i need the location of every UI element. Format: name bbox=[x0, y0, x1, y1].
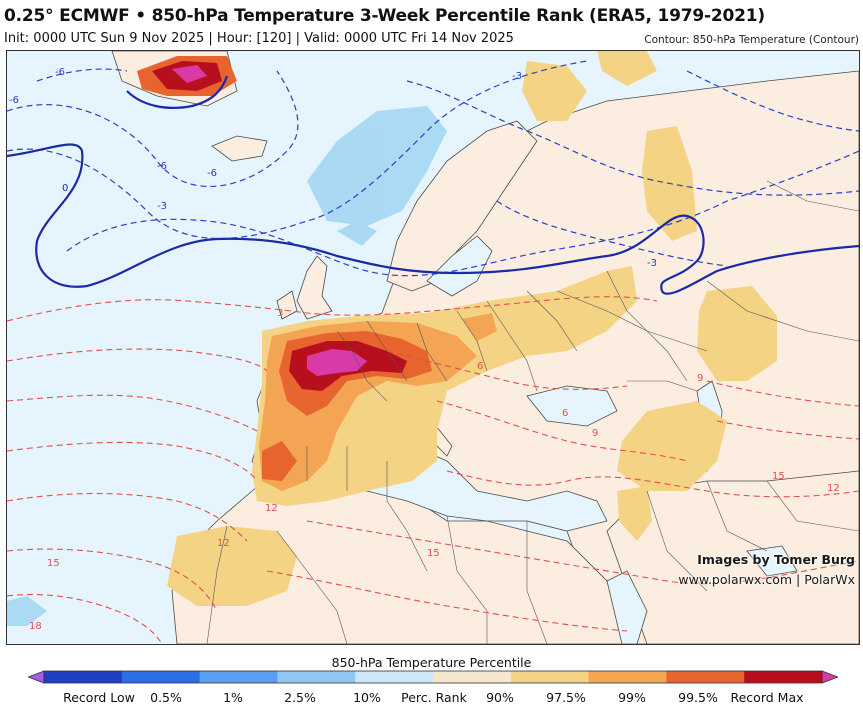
contour-label-item: -6 bbox=[55, 67, 65, 78]
legend-label: 99% bbox=[618, 690, 646, 705]
baltic-sea bbox=[426, 235, 493, 297]
contour-label-item: 6 bbox=[477, 361, 483, 372]
map-panel: -6 -6 -6 -3 -3 0 -6 -3 3 6 12 12 15 15 1… bbox=[6, 50, 860, 645]
country-borders bbox=[206, 180, 859, 644]
legend-label: Perc. Rank bbox=[401, 690, 467, 705]
legend-segment bbox=[744, 671, 823, 683]
legend-label: 97.5% bbox=[546, 690, 586, 705]
zero-contour-greenland bbox=[126, 75, 229, 109]
contour-label-item: 3 bbox=[277, 308, 283, 319]
contour-label-item: 12 bbox=[217, 538, 230, 549]
contour-label-item: 15 bbox=[47, 558, 60, 569]
contour-label-item: 15 bbox=[772, 471, 785, 482]
legend-label: 2.5% bbox=[284, 690, 316, 705]
contour-label-item: -3 bbox=[512, 71, 522, 82]
contour-label-group: -6 -6 -6 -3 -3 0 -6 -3 3 6 12 12 15 15 1… bbox=[9, 67, 840, 632]
chart-title: 0.25° ECMWF • 850-hPa Temperature 3-Week… bbox=[4, 6, 765, 26]
legend-segment bbox=[44, 671, 123, 683]
shading-cold bbox=[7, 106, 447, 626]
author-credit: Images by Tomer Burg bbox=[697, 552, 855, 567]
legend-segment bbox=[199, 671, 278, 683]
legend-arrow-high bbox=[821, 670, 838, 684]
contour-label-item: 6 bbox=[562, 408, 568, 419]
legend-label: Record Low bbox=[63, 690, 135, 705]
contour-label: Contour: 850-hPa Temperature (Contour) bbox=[644, 34, 859, 46]
legend-arrow-low bbox=[28, 670, 45, 684]
legend-segments bbox=[28, 670, 838, 684]
legend-label: 90% bbox=[486, 690, 514, 705]
red-sea bbox=[606, 570, 648, 644]
contour-label-item: 12 bbox=[827, 483, 840, 494]
contour-label-item: 9 bbox=[592, 428, 598, 439]
shading-record-max bbox=[172, 65, 367, 376]
legend-label: 99.5% bbox=[678, 690, 718, 705]
warm-contours bbox=[7, 296, 859, 644]
legend-label: Record Max bbox=[730, 690, 804, 705]
contour-label-item: -3 bbox=[157, 201, 167, 212]
persian-gulf bbox=[746, 545, 798, 577]
legend-label: 1% bbox=[223, 690, 243, 705]
contour-label-item: 0 bbox=[62, 183, 68, 194]
legend-title: 850-hPa Temperature Percentile bbox=[331, 655, 532, 670]
contour-label-item: 9 bbox=[697, 373, 703, 384]
contour-label-item: -6 bbox=[157, 161, 167, 172]
map-canvas: -6 -6 -6 -3 -3 0 -6 -3 3 6 12 12 15 15 1… bbox=[7, 51, 859, 644]
legend-labels: Record Low 0.5% 1% 2.5% 10% Perc. Rank 9… bbox=[0, 690, 863, 708]
contour-label-item: -6 bbox=[9, 95, 19, 106]
contour-label-item: -6 bbox=[207, 168, 217, 179]
contour-label-item: -3 bbox=[647, 258, 657, 269]
legend-segment bbox=[433, 671, 512, 683]
legend-segment bbox=[355, 671, 434, 683]
legend-segment bbox=[510, 671, 590, 683]
contour-label-item: 18 bbox=[29, 621, 42, 632]
legend-segment bbox=[121, 671, 201, 683]
land-uk bbox=[296, 255, 333, 320]
contour-label-item: 12 bbox=[265, 503, 278, 514]
contour-label-item: 15 bbox=[427, 548, 440, 559]
legend-label: 10% bbox=[353, 690, 381, 705]
cold-contours bbox=[7, 60, 859, 277]
land-iceland bbox=[211, 135, 268, 162]
legend-segment bbox=[666, 671, 745, 683]
site-credit: www.polarwx.com | PolarWx bbox=[678, 572, 855, 587]
legend-colorbar bbox=[28, 670, 838, 684]
chart-subtitle: Init: 0000 UTC Sun 9 Nov 2025 | Hour: [1… bbox=[4, 31, 514, 46]
legend-segment bbox=[277, 671, 356, 683]
black-sea bbox=[526, 385, 618, 427]
zero-contour bbox=[7, 143, 859, 295]
land-ireland bbox=[276, 290, 298, 320]
legend-segment bbox=[588, 671, 667, 683]
legend-label: 0.5% bbox=[150, 690, 182, 705]
